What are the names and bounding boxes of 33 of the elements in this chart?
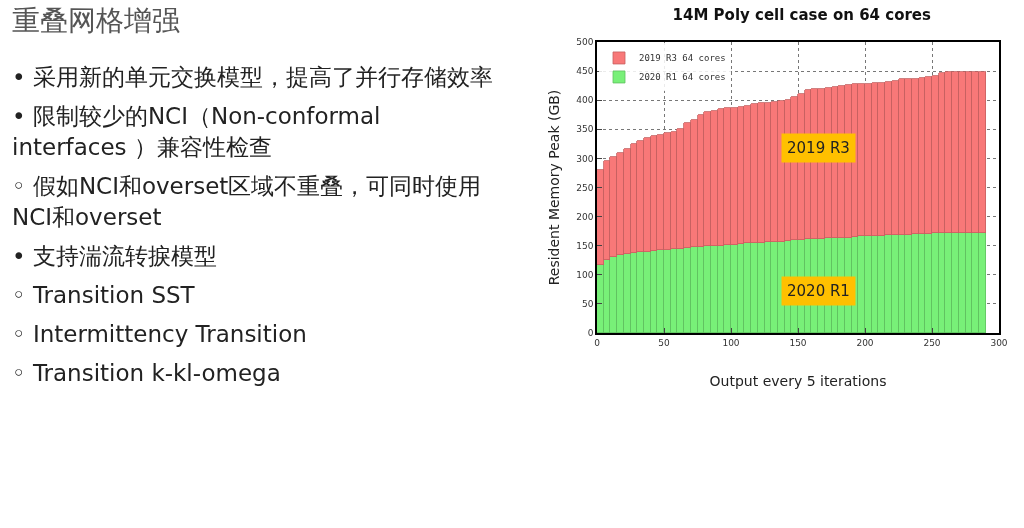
y-tick-label: 300 (576, 153, 594, 164)
y-tick-label: 350 (576, 124, 594, 135)
y-tick-label: 100 (576, 269, 594, 280)
annotation: 2019 R3 (787, 139, 850, 157)
y-tick-label: 150 (576, 240, 594, 251)
y-tick-label: 200 (576, 211, 594, 222)
x-tick-label: 50 (658, 337, 670, 348)
y-tick-label: 250 (576, 182, 594, 193)
text: ◦ Transition SST (12, 281, 196, 310)
y-tick-label: 450 (576, 66, 594, 77)
annotation: 2020 R1 (787, 282, 850, 300)
x-tick-label: 250 (923, 337, 941, 348)
text: • 限制较少的NCI（Non-conformal interfaces ）兼容性检查 (12, 102, 382, 162)
x-tick-label: 150 (789, 337, 807, 348)
text: 重叠网格增强 (12, 3, 181, 39)
legend-label: 2020 R1 64 cores (639, 72, 726, 83)
text: ◦ Transition k-kl-omega (12, 359, 282, 388)
legend-label: 2019 R3 64 cores (639, 53, 726, 64)
x-tick-label: 200 (856, 337, 874, 348)
text: ◦ 假如NCI和overset区域不重叠，可同时使用NCI和overset (12, 172, 483, 232)
text: • 采用新的单元交换模型，提高了并行存储效率 (12, 63, 494, 92)
x-tick-label: 0 (594, 337, 601, 348)
y-tick-label: 400 (576, 95, 594, 106)
x-tick-label: 100 (722, 337, 740, 348)
text: ◦ Intermittency Transition (12, 320, 308, 349)
chart-title: 14M Poly cell case on 64 cores (672, 6, 931, 25)
y-tick-label: 50 (582, 299, 594, 310)
text: • 支持湍流转捩模型 (12, 242, 218, 271)
y-axis-title: Resident Memory Peak (GB) (545, 89, 562, 286)
y-tick-label: 0 (587, 328, 594, 339)
y-tick-label: 500 (576, 37, 594, 48)
x-axis-title: Output every 5 iterations (709, 372, 887, 389)
x-tick-label: 300 (990, 337, 1008, 348)
